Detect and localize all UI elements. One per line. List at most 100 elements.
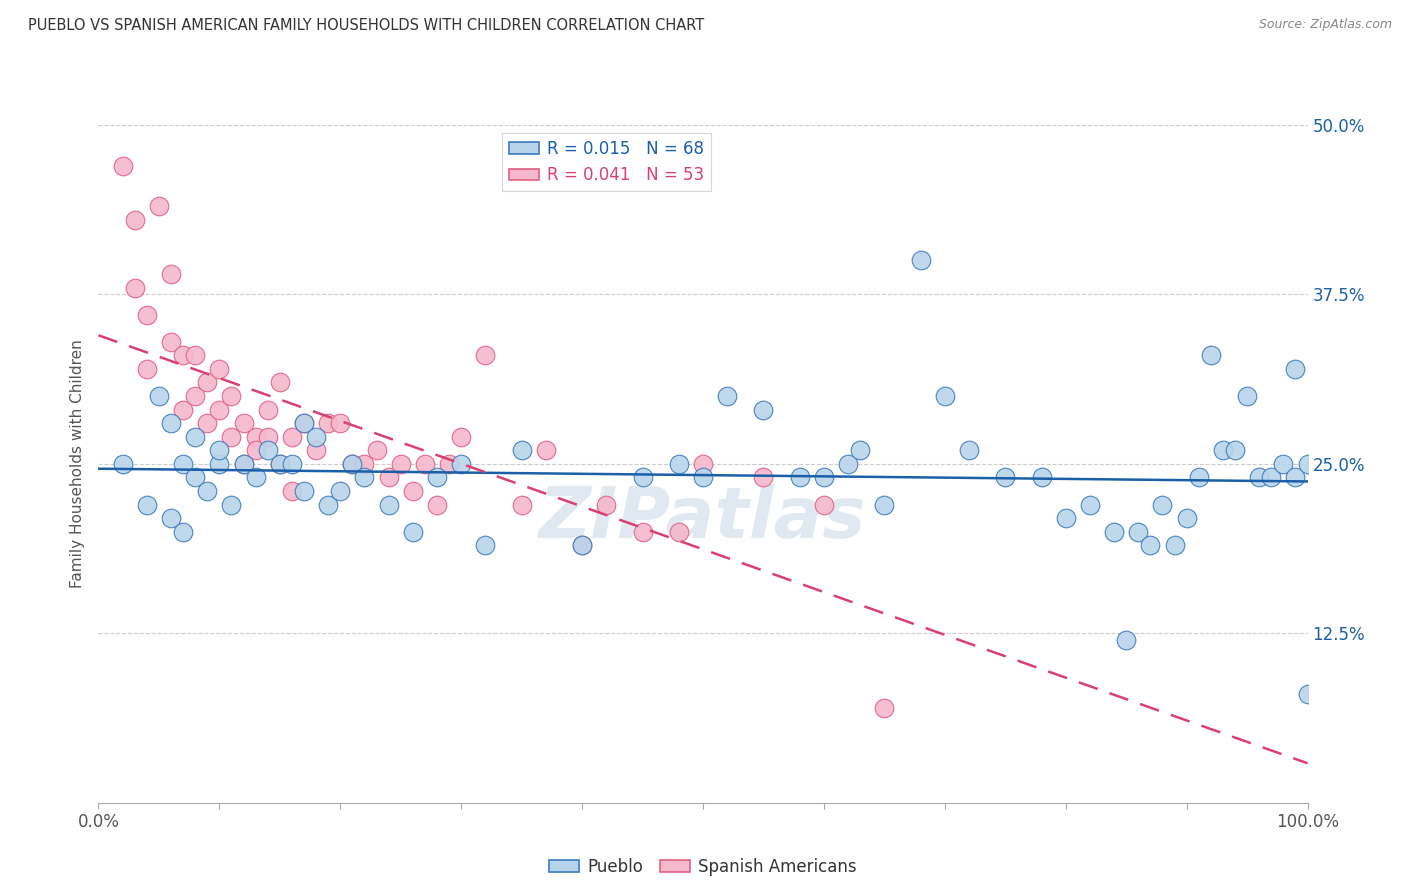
Point <box>1128 524 1150 539</box>
Point <box>195 416 218 430</box>
Point <box>1296 687 1319 701</box>
Point <box>305 443 328 458</box>
Point <box>957 443 980 458</box>
Point <box>426 470 449 484</box>
Point <box>631 524 654 539</box>
Point <box>111 159 134 173</box>
Point <box>208 362 231 376</box>
Point <box>329 416 352 430</box>
Point <box>571 538 593 552</box>
Point <box>849 443 872 458</box>
Point <box>281 430 304 444</box>
Point <box>281 457 304 471</box>
Point <box>269 457 291 471</box>
Point <box>160 267 183 281</box>
Point <box>172 457 194 471</box>
Point <box>172 402 194 417</box>
Point <box>668 457 690 471</box>
Point <box>1115 633 1137 648</box>
Point <box>184 470 207 484</box>
Point <box>269 376 291 390</box>
Point <box>813 470 835 484</box>
Point <box>426 498 449 512</box>
Point <box>232 457 254 471</box>
Point <box>316 416 339 430</box>
Point <box>510 498 533 512</box>
Point <box>184 348 207 362</box>
Point <box>148 389 170 403</box>
Point <box>377 470 399 484</box>
Text: Source: ZipAtlas.com: Source: ZipAtlas.com <box>1258 18 1392 31</box>
Point <box>208 402 231 417</box>
Point <box>377 498 399 512</box>
Point <box>172 348 194 362</box>
Point <box>353 470 375 484</box>
Point <box>208 443 231 458</box>
Point <box>256 402 278 417</box>
Point <box>413 457 436 471</box>
Point <box>571 538 593 552</box>
Point <box>221 389 243 403</box>
Point <box>195 376 218 390</box>
Point <box>292 416 315 430</box>
Point <box>160 511 183 525</box>
Point <box>1031 470 1053 484</box>
Point <box>450 430 472 444</box>
Point <box>342 457 364 471</box>
Point <box>281 483 304 498</box>
Point <box>474 348 496 362</box>
Point <box>534 443 557 458</box>
Point <box>752 402 775 417</box>
Point <box>1175 511 1198 525</box>
Point <box>1139 538 1161 552</box>
Point <box>813 498 835 512</box>
Point <box>221 498 243 512</box>
Point <box>1284 362 1306 376</box>
Point <box>1236 389 1258 403</box>
Point <box>1223 443 1246 458</box>
Point <box>402 524 425 539</box>
Point <box>994 470 1017 484</box>
Point <box>124 212 146 227</box>
Point <box>172 524 194 539</box>
Point <box>1188 470 1211 484</box>
Point <box>1249 470 1271 484</box>
Legend: Pueblo, Spanish Americans: Pueblo, Spanish Americans <box>543 851 863 882</box>
Point <box>437 457 460 471</box>
Point <box>474 538 496 552</box>
Point <box>342 457 364 471</box>
Point <box>789 470 811 484</box>
Point <box>256 443 278 458</box>
Point <box>510 443 533 458</box>
Point <box>184 430 207 444</box>
Point <box>245 470 267 484</box>
Point <box>668 524 690 539</box>
Point <box>1296 457 1319 471</box>
Point <box>245 430 267 444</box>
Point <box>450 457 472 471</box>
Point <box>595 498 617 512</box>
Point <box>305 430 328 444</box>
Point <box>1284 470 1306 484</box>
Point <box>124 280 146 294</box>
Point <box>366 443 388 458</box>
Point <box>934 389 956 403</box>
Point <box>135 498 157 512</box>
Point <box>1212 443 1234 458</box>
Point <box>208 457 231 471</box>
Point <box>292 483 315 498</box>
Point <box>221 430 243 444</box>
Point <box>111 457 134 471</box>
Point <box>184 389 207 403</box>
Point <box>135 362 157 376</box>
Point <box>1163 538 1185 552</box>
Point <box>292 416 315 430</box>
Point <box>873 701 896 715</box>
Point <box>631 470 654 484</box>
Point <box>752 470 775 484</box>
Text: ZIPatlas: ZIPatlas <box>540 483 866 552</box>
Point <box>316 498 339 512</box>
Point <box>256 430 278 444</box>
Point <box>135 308 157 322</box>
Y-axis label: Family Households with Children: Family Households with Children <box>69 340 84 588</box>
